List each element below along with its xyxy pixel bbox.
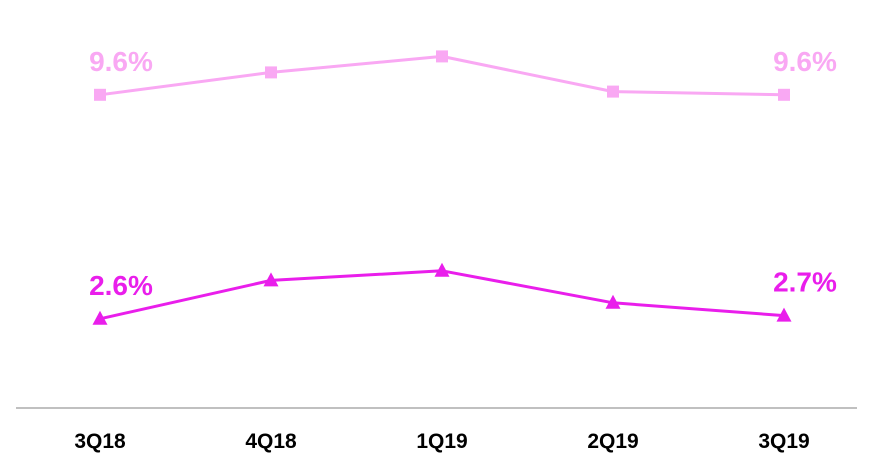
x-tick-label: 1Q19 (416, 430, 467, 453)
square-marker (265, 66, 277, 79)
triangle-marker (776, 307, 792, 322)
data-label: 2.7% (773, 267, 837, 298)
data-label: 2.6% (89, 270, 153, 301)
triangle-marker (434, 262, 450, 277)
x-tick-label: 2Q19 (587, 430, 638, 453)
square-marker (94, 88, 106, 101)
triangle-marker (605, 294, 621, 309)
series-1: 9.6% 9.6% (89, 46, 837, 101)
data-label: 9.6% (773, 46, 837, 77)
x-tick-labels: 3Q18 4Q18 1Q19 2Q19 3Q19 (74, 430, 809, 453)
triangle-marker (92, 310, 108, 325)
series-2: 2.6% 2.7% (89, 262, 837, 325)
triangle-marker (263, 272, 279, 287)
square-marker (607, 85, 619, 98)
x-tick-label: 3Q18 (74, 430, 126, 453)
x-tick-label: 3Q19 (758, 430, 809, 453)
square-marker (778, 88, 790, 101)
data-label: 9.6% (89, 46, 153, 77)
x-tick-label: 4Q18 (245, 430, 297, 453)
series-layer: 9.6% 9.6% 2.6% 2.7% (89, 46, 837, 325)
square-marker (436, 50, 448, 63)
series-line (99, 269, 785, 321)
